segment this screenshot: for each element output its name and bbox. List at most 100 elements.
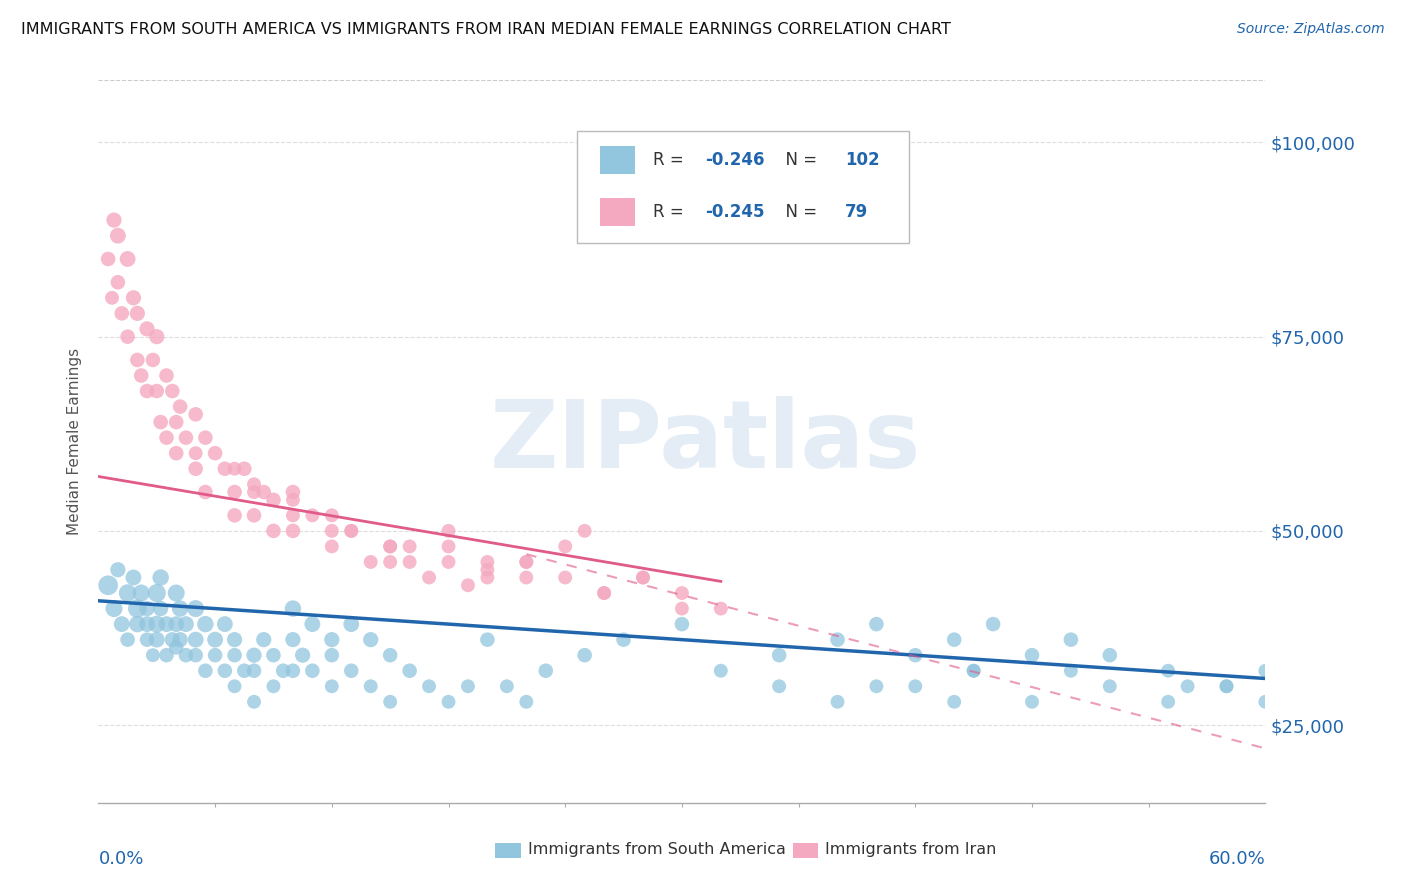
Point: [671, 586, 693, 600]
Text: N =: N =: [775, 202, 823, 221]
Point: [224, 508, 246, 523]
Point: [155, 617, 177, 632]
Point: [281, 524, 304, 538]
Point: [129, 586, 152, 600]
Point: [281, 492, 304, 507]
Point: [165, 640, 187, 655]
Point: [136, 601, 159, 615]
Point: [340, 524, 363, 538]
Point: [169, 400, 191, 414]
Point: [418, 570, 440, 584]
Point: [321, 679, 343, 693]
Point: [962, 664, 984, 678]
Point: [631, 570, 654, 584]
Point: [243, 664, 266, 678]
Point: [165, 617, 187, 632]
Point: [671, 601, 693, 615]
Point: [340, 617, 363, 632]
Point: [184, 446, 207, 460]
Point: [301, 508, 323, 523]
Point: [136, 617, 159, 632]
Point: [865, 617, 887, 632]
Point: [827, 632, 849, 647]
Point: [155, 431, 177, 445]
Point: [457, 679, 479, 693]
Point: [204, 632, 226, 647]
Point: [243, 477, 266, 491]
Point: [103, 213, 125, 227]
Text: R =: R =: [652, 151, 689, 169]
Bar: [793, 843, 818, 858]
Point: [136, 384, 159, 398]
Point: [962, 664, 984, 678]
Point: [398, 540, 420, 554]
Point: [169, 601, 191, 615]
Point: [243, 695, 266, 709]
Point: [184, 408, 207, 422]
Text: 79: 79: [845, 202, 869, 221]
Text: Source: ZipAtlas.com: Source: ZipAtlas.com: [1237, 22, 1385, 37]
Point: [1215, 679, 1237, 693]
Point: [321, 632, 343, 647]
Point: [146, 632, 169, 647]
Point: [340, 524, 363, 538]
Point: [122, 291, 145, 305]
Point: [127, 306, 149, 320]
Point: [554, 540, 576, 554]
Point: [321, 648, 343, 663]
Text: -0.245: -0.245: [706, 202, 765, 221]
Point: [301, 617, 323, 632]
Point: [136, 322, 159, 336]
Point: [340, 664, 363, 678]
Point: [97, 252, 120, 266]
Point: [380, 695, 402, 709]
Point: [593, 586, 616, 600]
Point: [380, 648, 402, 663]
Point: [107, 275, 129, 289]
Point: [380, 540, 402, 554]
Point: [534, 664, 557, 678]
Point: [943, 695, 966, 709]
Text: 60.0%: 60.0%: [1209, 850, 1265, 868]
Point: [380, 540, 402, 554]
Point: [117, 252, 139, 266]
Point: [136, 632, 159, 647]
Point: [243, 648, 266, 663]
Point: [224, 485, 246, 500]
Point: [122, 570, 145, 584]
Text: 102: 102: [845, 151, 880, 169]
Point: [149, 601, 172, 615]
Point: [111, 306, 134, 320]
Point: [281, 664, 304, 678]
Point: [107, 228, 129, 243]
Point: [321, 524, 343, 538]
Point: [117, 632, 139, 647]
Point: [768, 679, 790, 693]
Point: [515, 570, 537, 584]
Point: [1254, 664, 1277, 678]
Point: [224, 679, 246, 693]
Point: [253, 485, 276, 500]
Point: [162, 384, 184, 398]
Point: [165, 415, 187, 429]
Point: [1177, 679, 1199, 693]
Point: [155, 648, 177, 663]
Point: [360, 632, 382, 647]
Bar: [495, 843, 520, 858]
Point: [1157, 664, 1180, 678]
Point: [398, 555, 420, 569]
Point: [169, 632, 191, 647]
Bar: [600, 198, 636, 227]
Point: [243, 485, 266, 500]
Point: [554, 570, 576, 584]
Point: [281, 601, 304, 615]
Point: [981, 617, 1004, 632]
Point: [194, 617, 217, 632]
Point: [162, 632, 184, 647]
Point: [262, 648, 284, 663]
Point: [904, 648, 927, 663]
Point: [301, 664, 323, 678]
Point: [1157, 695, 1180, 709]
Point: [204, 446, 226, 460]
Point: [142, 648, 165, 663]
